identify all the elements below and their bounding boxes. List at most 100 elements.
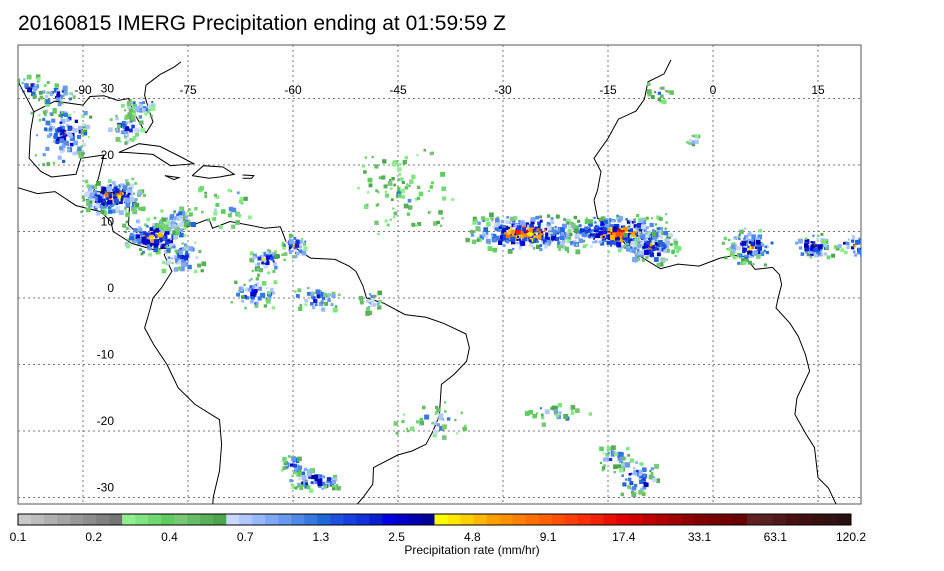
precip-cell (525, 222, 529, 227)
precip-cell (166, 260, 171, 265)
precip-cell (302, 242, 306, 246)
precip-cell (260, 292, 266, 298)
precip-cell (218, 225, 223, 229)
precip-cell (124, 209, 128, 212)
precip-cell (616, 215, 621, 220)
precip-cell (288, 250, 293, 254)
precip-cell (70, 92, 74, 96)
precip-cell (257, 273, 261, 277)
precip-cell (595, 233, 601, 239)
precip-cell (198, 250, 202, 254)
precip-cell (854, 244, 857, 247)
precip-cell (852, 235, 856, 239)
precip-cell (142, 231, 147, 236)
precip-cell (627, 485, 631, 489)
precip-cell (582, 244, 587, 249)
precip-cell (618, 238, 624, 244)
precip-cell (109, 184, 112, 187)
precip-cell (634, 252, 640, 258)
precip-cell (132, 101, 136, 105)
precip-cell (756, 242, 762, 247)
precip-cell (62, 85, 68, 91)
precip-cell (663, 244, 667, 248)
precip-cell (609, 240, 615, 245)
precip-cell (555, 405, 558, 409)
precip-cell (637, 469, 643, 475)
precip-cell (82, 142, 86, 147)
precip-cell (469, 229, 474, 234)
precip-cell (304, 303, 308, 307)
precip-cell (148, 252, 152, 257)
precip-cell (433, 221, 438, 226)
precip-cell (333, 477, 338, 482)
precip-cell (255, 286, 259, 289)
precip-cell (265, 255, 271, 260)
precip-cell (310, 302, 314, 306)
precip-cell (52, 161, 55, 164)
precip-cell (539, 407, 542, 410)
precip-cell (505, 240, 510, 244)
precip-cell (751, 234, 756, 239)
precip-cell (125, 212, 130, 217)
precip-cell (753, 250, 759, 256)
precip-cell (764, 245, 768, 249)
precip-cell (256, 267, 260, 271)
precip-cell (637, 258, 641, 262)
precip-cell (631, 492, 637, 497)
precip-cell (631, 486, 637, 491)
precip-cell (744, 258, 748, 263)
precip-cell (183, 246, 186, 249)
precip-cell (498, 238, 502, 242)
precip-cell (606, 457, 610, 461)
precip-cell (267, 249, 271, 253)
precip-cell (429, 151, 434, 156)
precip-cell (582, 239, 586, 243)
precip-cell (647, 232, 651, 236)
precip-cell (179, 251, 183, 255)
precip-cell (638, 473, 642, 477)
precip-cell (241, 299, 244, 303)
precip-cell (295, 466, 299, 470)
precip-cell (729, 251, 735, 257)
precip-cell (384, 193, 390, 198)
precip-cell (151, 101, 154, 103)
precip-cell (548, 235, 552, 239)
precip-cell (554, 410, 559, 414)
precip-cell (602, 457, 607, 462)
precip-cell (61, 125, 65, 130)
precip-cell (795, 241, 799, 245)
precip-cell (103, 211, 108, 216)
precip-cell (45, 95, 49, 99)
precip-cell (614, 452, 618, 456)
precip-cell (93, 192, 96, 195)
precip-cell (631, 257, 637, 263)
precip-cell (43, 84, 47, 88)
precip-cell (490, 233, 495, 237)
colorbar-swatch (57, 514, 71, 525)
precip-cell (146, 217, 151, 222)
precip-cell (442, 196, 447, 201)
precip-cell (133, 137, 136, 140)
precip-cell (57, 127, 63, 133)
precip-cell (730, 244, 736, 249)
precip-cell (140, 252, 144, 256)
precip-cell (179, 266, 185, 272)
precip-cell (756, 254, 761, 259)
precip-cell (416, 196, 421, 200)
precip-cell (301, 475, 307, 481)
precip-cell (438, 416, 443, 421)
precip-cell (294, 290, 297, 293)
precip-cell (570, 223, 576, 229)
precip-cell (377, 306, 381, 310)
precip-cell (761, 251, 765, 255)
precip-cell (748, 245, 752, 249)
precip-cell (175, 261, 178, 264)
precip-cell (61, 111, 64, 114)
precip-cell (642, 467, 647, 472)
map-title: 20160815 IMERG Precipitation ending at 0… (18, 12, 506, 35)
colorbar-tick-label: 4.8 (464, 530, 481, 544)
colorbar-tick-label: 17.4 (612, 530, 636, 544)
precip-cell (63, 91, 68, 96)
precip-cell (610, 450, 614, 454)
precip-cell (145, 107, 149, 111)
